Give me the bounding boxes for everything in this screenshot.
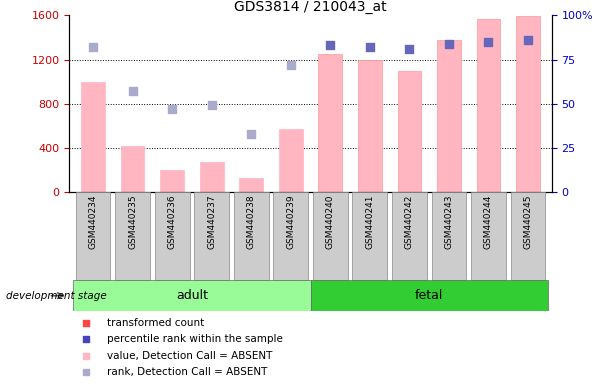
Point: [523, 37, 533, 43]
Point: [484, 39, 493, 45]
Text: GSM440234: GSM440234: [89, 195, 98, 249]
Bar: [511, 192, 546, 280]
Text: GSM440245: GSM440245: [523, 195, 532, 249]
Point: [81, 320, 91, 326]
Bar: [471, 192, 506, 280]
Bar: [392, 192, 427, 280]
Bar: [115, 192, 150, 280]
Point: [81, 369, 91, 375]
Point: [405, 46, 414, 52]
Bar: [75, 192, 110, 280]
Text: GSM440235: GSM440235: [128, 195, 137, 249]
Text: fetal: fetal: [415, 289, 443, 302]
Bar: [121, 146, 145, 192]
Bar: [397, 71, 421, 192]
Text: GSM440241: GSM440241: [365, 195, 374, 249]
Bar: [311, 280, 548, 311]
Bar: [234, 192, 268, 280]
Text: adult: adult: [176, 289, 208, 302]
Bar: [318, 54, 342, 192]
Point: [167, 106, 177, 112]
Bar: [358, 60, 382, 192]
Title: GDS3814 / 210043_at: GDS3814 / 210043_at: [234, 0, 387, 14]
Point: [128, 88, 137, 94]
Bar: [353, 192, 387, 280]
Text: development stage: development stage: [6, 291, 107, 301]
Point: [81, 336, 91, 343]
Text: GSM440242: GSM440242: [405, 195, 414, 249]
Bar: [437, 40, 461, 192]
Text: value, Detection Call = ABSENT: value, Detection Call = ABSENT: [107, 351, 273, 361]
Point: [365, 44, 374, 50]
Point: [207, 103, 216, 109]
Point: [286, 62, 295, 68]
Bar: [273, 192, 308, 280]
Text: GSM440244: GSM440244: [484, 195, 493, 249]
Point: [326, 42, 335, 48]
Point: [88, 44, 98, 50]
Bar: [239, 178, 263, 192]
Text: GSM440240: GSM440240: [326, 195, 335, 249]
Bar: [81, 82, 105, 192]
Point: [444, 41, 454, 47]
Text: GSM440238: GSM440238: [247, 195, 256, 249]
Bar: [74, 280, 311, 311]
Bar: [313, 192, 348, 280]
Bar: [516, 17, 540, 192]
Text: percentile rank within the sample: percentile rank within the sample: [107, 334, 283, 344]
Bar: [194, 192, 229, 280]
Text: GSM440243: GSM440243: [444, 195, 453, 249]
Text: GSM440239: GSM440239: [286, 195, 295, 249]
Point: [247, 131, 256, 137]
Bar: [476, 19, 500, 192]
Point: [81, 353, 91, 359]
Text: GSM440237: GSM440237: [207, 195, 216, 249]
Text: transformed count: transformed count: [107, 318, 204, 328]
Bar: [432, 192, 466, 280]
Bar: [200, 162, 224, 192]
Bar: [279, 129, 303, 192]
Bar: [155, 192, 189, 280]
Text: rank, Detection Call = ABSENT: rank, Detection Call = ABSENT: [107, 367, 268, 377]
Text: GSM440236: GSM440236: [168, 195, 177, 249]
Bar: [160, 170, 184, 192]
